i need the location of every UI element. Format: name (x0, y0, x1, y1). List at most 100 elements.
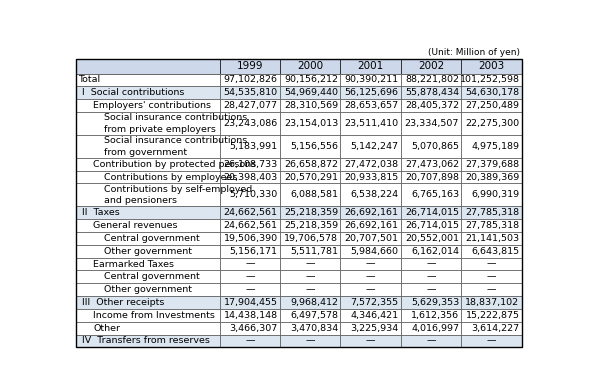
Bar (76, 112, 220, 135)
Text: 27,785,318: 27,785,318 (465, 209, 519, 218)
Bar (462, 334, 522, 347)
Bar (76, 207, 220, 219)
Text: Central government: Central government (104, 272, 200, 281)
Bar (401, 99, 462, 112)
Text: 88,221,802: 88,221,802 (405, 75, 459, 84)
Text: (Unit: Million of yen): (Unit: Million of yen) (428, 48, 520, 57)
Bar (462, 207, 522, 219)
Bar (76, 158, 220, 171)
Text: 28,653,657: 28,653,657 (345, 101, 398, 110)
Text: Other government: Other government (104, 285, 192, 294)
Bar (220, 232, 280, 245)
Text: 20,398,403: 20,398,403 (223, 172, 278, 181)
Bar (462, 58, 522, 74)
Bar (280, 158, 340, 171)
Bar (401, 232, 462, 245)
Text: —: — (306, 285, 315, 294)
Bar (401, 58, 462, 74)
Text: —: — (245, 285, 255, 294)
Text: 5,710,330: 5,710,330 (229, 191, 278, 200)
Text: Contributions by self-employed: Contributions by self-employed (104, 185, 252, 194)
Bar (401, 283, 462, 296)
Text: Social insurance contributions: Social insurance contributions (104, 136, 248, 145)
Bar (340, 158, 401, 171)
Bar (462, 270, 522, 283)
Bar (340, 86, 401, 99)
Bar (220, 309, 280, 322)
Bar (340, 99, 401, 112)
Bar (401, 219, 462, 232)
Bar (401, 245, 462, 258)
Bar (340, 309, 401, 322)
Bar (76, 86, 220, 99)
Text: 5,156,556: 5,156,556 (290, 142, 338, 151)
Bar (340, 171, 401, 183)
Text: Contributions by employees: Contributions by employees (104, 172, 238, 181)
Text: —: — (245, 336, 255, 345)
Text: 4,346,421: 4,346,421 (350, 311, 398, 320)
Bar (462, 171, 522, 183)
Text: —: — (426, 260, 436, 269)
Bar (462, 309, 522, 322)
Bar (401, 334, 462, 347)
Bar (220, 283, 280, 296)
Text: 23,154,013: 23,154,013 (284, 119, 338, 128)
Text: 6,497,578: 6,497,578 (290, 311, 338, 320)
Bar (340, 183, 401, 207)
Text: 19,506,390: 19,506,390 (223, 234, 278, 243)
Bar (462, 112, 522, 135)
Bar (220, 58, 280, 74)
Bar (220, 86, 280, 99)
Text: Central government: Central government (104, 234, 200, 243)
Text: 54,535,810: 54,535,810 (223, 88, 278, 97)
Bar (76, 183, 220, 207)
Text: 20,933,815: 20,933,815 (345, 172, 398, 181)
Bar (340, 58, 401, 74)
Text: —: — (366, 285, 375, 294)
Text: Income from Investments: Income from Investments (93, 311, 215, 320)
Bar (340, 207, 401, 219)
Text: General revenues: General revenues (93, 221, 178, 230)
Bar (401, 158, 462, 171)
Bar (76, 334, 220, 347)
Text: —: — (306, 272, 315, 281)
Text: 2000: 2000 (297, 61, 323, 71)
Text: 26,714,015: 26,714,015 (405, 221, 459, 230)
Bar (280, 183, 340, 207)
Text: 17,904,455: 17,904,455 (224, 298, 278, 307)
Bar (76, 219, 220, 232)
Bar (340, 283, 401, 296)
Text: 3,614,227: 3,614,227 (472, 324, 519, 333)
Bar (462, 219, 522, 232)
Bar (401, 183, 462, 207)
Text: —: — (306, 260, 315, 269)
Text: 25,218,359: 25,218,359 (284, 221, 338, 230)
Text: 1999: 1999 (236, 61, 263, 71)
Text: 3,225,934: 3,225,934 (350, 324, 398, 333)
Text: 24,662,561: 24,662,561 (224, 221, 278, 230)
Bar (280, 283, 340, 296)
Text: 27,250,489: 27,250,489 (466, 101, 519, 110)
Bar (340, 296, 401, 309)
Bar (340, 219, 401, 232)
Text: 20,707,501: 20,707,501 (345, 234, 398, 243)
Text: 6,643,815: 6,643,815 (472, 247, 519, 256)
Text: Contribution by protected persons: Contribution by protected persons (93, 160, 256, 169)
Text: 18,837,102: 18,837,102 (465, 298, 519, 307)
Text: —: — (487, 272, 496, 281)
Bar (462, 158, 522, 171)
Bar (462, 296, 522, 309)
Bar (220, 219, 280, 232)
Text: 2002: 2002 (418, 61, 444, 71)
Bar (462, 74, 522, 86)
Text: 54,630,178: 54,630,178 (465, 88, 519, 97)
Bar (340, 112, 401, 135)
Text: 7,572,355: 7,572,355 (350, 298, 398, 307)
Bar (280, 86, 340, 99)
Bar (220, 74, 280, 86)
Bar (220, 334, 280, 347)
Text: from government: from government (104, 148, 187, 157)
Text: 6,162,014: 6,162,014 (411, 247, 459, 256)
Text: 5,142,247: 5,142,247 (350, 142, 398, 151)
Text: 6,765,163: 6,765,163 (411, 191, 459, 200)
